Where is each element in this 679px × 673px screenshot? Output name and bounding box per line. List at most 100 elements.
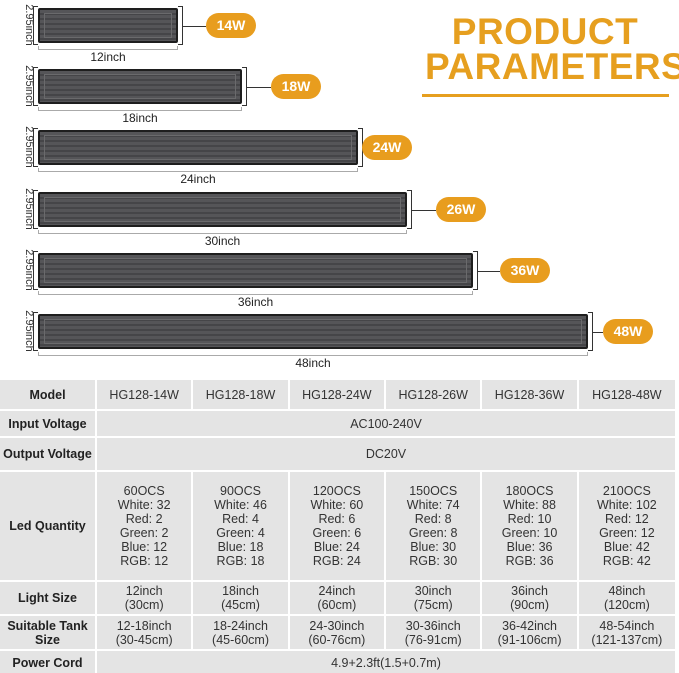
row-output-voltage: Output Voltage DC20V bbox=[0, 438, 675, 470]
cell-line: White: 60 bbox=[310, 498, 364, 512]
bracket-right bbox=[407, 190, 412, 229]
row-power-cord: Power Cord 4.9+2.3ft(1.5+0.7m) bbox=[0, 651, 675, 673]
wattage-badge: 48W bbox=[603, 319, 653, 344]
cell-line: Blue: 18 bbox=[217, 540, 264, 554]
bracket-right bbox=[473, 251, 478, 290]
length-label: 36inch bbox=[237, 295, 274, 309]
cell-line: 36-42inch bbox=[502, 618, 557, 633]
bracket-left bbox=[33, 312, 38, 351]
cell-line: Red: 10 bbox=[507, 512, 552, 526]
wattage-badge: 36W bbox=[500, 258, 550, 283]
cell-line: White: 46 bbox=[214, 498, 267, 512]
cell: 36-42inch (91-106cm) bbox=[482, 616, 577, 649]
cell-line: Blue: 36 bbox=[506, 540, 553, 554]
cell: HG128-24W bbox=[289, 380, 385, 409]
cell-line: (75cm) bbox=[413, 598, 453, 612]
cell-line: Red: 4 bbox=[222, 512, 259, 526]
bracket-left bbox=[33, 6, 38, 45]
cell: AC100-240V bbox=[97, 411, 675, 436]
cell-line: Red: 8 bbox=[414, 512, 452, 526]
wattage-badge: 26W bbox=[436, 197, 486, 222]
cell: HG128-18W bbox=[193, 380, 288, 409]
cell-line: 36inch bbox=[511, 584, 548, 598]
wattage-badge: 18W bbox=[271, 74, 321, 99]
row-header: Model bbox=[0, 380, 95, 409]
light-26W: 30inch 2.95inch 26W bbox=[23, 188, 486, 248]
cell: 30inch (75cm) bbox=[386, 582, 481, 614]
cell: HG128-14W bbox=[97, 380, 192, 409]
cell-line: Red: 2 bbox=[125, 512, 163, 526]
cell-line: 180OCS bbox=[505, 484, 554, 498]
power-cable bbox=[593, 332, 603, 333]
height-label: 2.95inch bbox=[23, 188, 35, 230]
length-dimension-line bbox=[38, 230, 407, 234]
row-light-size: Light Size 12inch (30cm) 18inch (45cm) 24inc… bbox=[0, 582, 675, 614]
light-14W: 12inch 2.95inch 14W bbox=[23, 4, 256, 64]
cell-line: 48inch bbox=[608, 584, 646, 598]
cell-line: Green: 8 bbox=[408, 526, 458, 540]
cell-line: 150OCS bbox=[409, 484, 458, 498]
cell-line: (91-106cm) bbox=[497, 632, 562, 647]
cell: 48-54inch (121-137cm) bbox=[578, 616, 675, 649]
cell-line: (120cm) bbox=[603, 598, 650, 612]
height-label: 2.95inch bbox=[23, 65, 35, 107]
cell-line: RGB: 12 bbox=[120, 554, 169, 568]
length-label: 12inch bbox=[90, 50, 126, 64]
title-line-2: PARAMETERS bbox=[425, 46, 679, 87]
row-header: Power Cord bbox=[0, 651, 95, 673]
cell-line: 120OCS bbox=[312, 484, 361, 498]
cell: 4.9+2.3ft(1.5+0.7m) bbox=[97, 651, 675, 673]
cell-line: Red: 12 bbox=[604, 512, 649, 526]
cell: 90OCS White: 46 Red: 4 Green: 4 Blue: 18 RGB:… bbox=[193, 472, 288, 580]
cell: 24-30inch (60-76cm) bbox=[289, 616, 385, 649]
cell: 18-24inch (45-60cm) bbox=[193, 616, 288, 649]
spec-table: Model HG128-14W HG128-18W HG128-24W HG12… bbox=[0, 378, 677, 673]
title-line-1: PRODUCT bbox=[451, 11, 639, 52]
cell: 210OCS White: 102 Red: 12 Green: 12 Blue: 42… bbox=[578, 472, 675, 580]
cell-line: 30inch bbox=[414, 584, 452, 598]
light-bar bbox=[38, 8, 178, 43]
cell: HG128-36W bbox=[482, 380, 577, 409]
bracket-left bbox=[33, 190, 38, 229]
cell-line: (45cm) bbox=[221, 598, 260, 612]
cell-line: White: 88 bbox=[503, 498, 556, 512]
length-label: 30inch bbox=[204, 234, 241, 248]
length-label: 48inch bbox=[295, 356, 331, 370]
cell-line: Green: 4 bbox=[216, 526, 265, 540]
length-label: 24inch bbox=[180, 172, 216, 186]
cell: 12-18inch (30-45cm) bbox=[97, 616, 192, 649]
light-36W: 36inch 2.95inch 36W bbox=[23, 249, 550, 309]
row-header: Input Voltage bbox=[0, 411, 95, 436]
row-led-quantity: Led Quantity 60OCS White: 32 Red: 2 Green: … bbox=[0, 472, 675, 580]
light-18W: 18inch 2.95inch 18W bbox=[23, 65, 321, 125]
bracket-left bbox=[33, 128, 38, 167]
height-label: 2.95inch bbox=[23, 310, 35, 352]
title: PRODUCT PARAMETERS bbox=[425, 11, 679, 87]
cell-line: 30-36inch bbox=[405, 618, 461, 633]
cell-line: (60cm) bbox=[317, 598, 357, 612]
cell-line: Red: 6 bbox=[318, 512, 356, 526]
cell: 120OCS White: 60 Red: 6 Green: 6 Blue: 24 RGB… bbox=[289, 472, 385, 580]
cell-line: Blue: 12 bbox=[121, 540, 168, 554]
power-cable bbox=[247, 87, 271, 88]
row-header: Led Quantity bbox=[0, 472, 95, 580]
bracket-left bbox=[33, 67, 38, 106]
title-underline bbox=[422, 94, 669, 97]
row-header: Suitable Tank Size bbox=[0, 616, 95, 649]
height-label: 2.95inch bbox=[23, 126, 35, 168]
height-label: 2.95inch bbox=[23, 4, 35, 46]
length-dimension-line bbox=[38, 107, 242, 111]
power-cable bbox=[412, 210, 436, 211]
cell-line: (76-91cm) bbox=[404, 632, 462, 647]
cell: 180OCS White: 88 Red: 10 Green: 10 Blue: 36 R… bbox=[482, 472, 577, 580]
cell-line: 24-30inch bbox=[309, 618, 365, 633]
row-model: Model HG128-14W HG128-18W HG128-24W HG12… bbox=[0, 380, 675, 409]
cell-line: 210OCS bbox=[602, 484, 651, 498]
cell-line: Blue: 30 bbox=[410, 540, 457, 554]
row-header: Light Size bbox=[0, 582, 95, 614]
cell-line: 12inch bbox=[125, 584, 163, 598]
cell-line: Blue: 42 bbox=[603, 540, 650, 554]
height-label: 2.95inch bbox=[23, 249, 35, 291]
row-input-voltage: Input Voltage AC100-240V bbox=[0, 411, 675, 436]
bracket-right bbox=[178, 6, 183, 45]
